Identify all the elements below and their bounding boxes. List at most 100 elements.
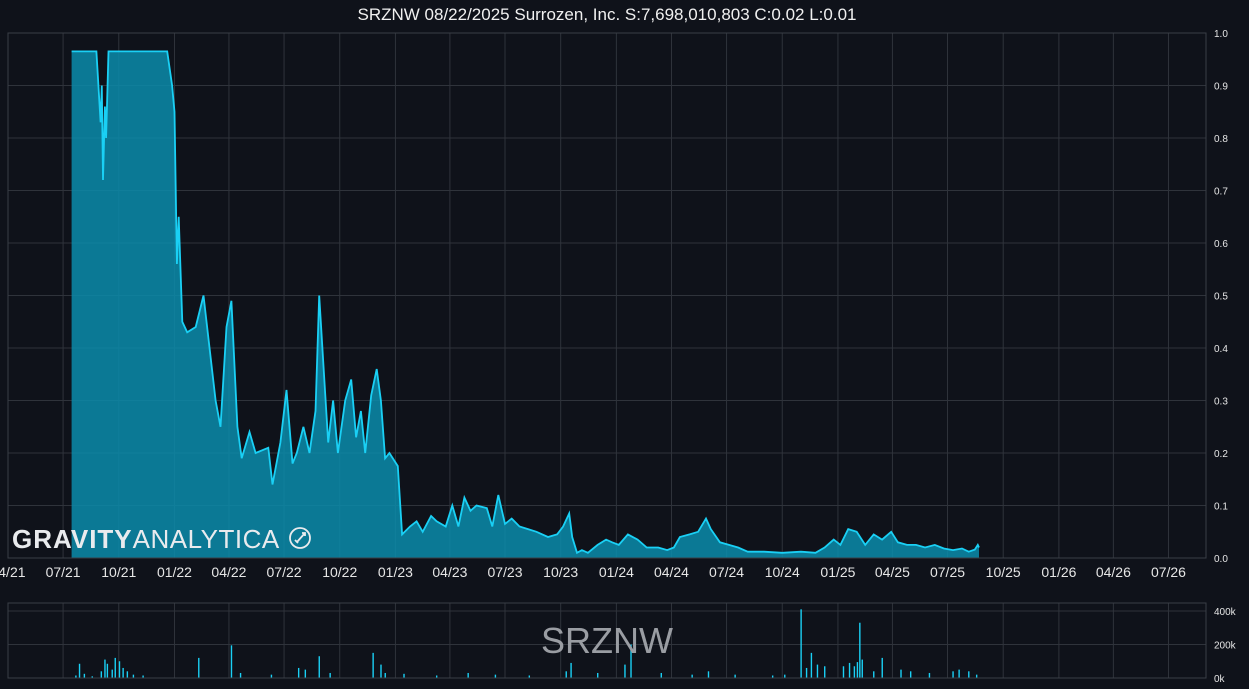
volume-bar — [114, 657, 116, 678]
volume-bar — [372, 652, 374, 678]
volume-bar — [111, 669, 113, 678]
volume-bar — [118, 661, 121, 678]
volume-bar — [805, 667, 808, 678]
volume-bar — [824, 666, 826, 678]
volume-bar — [597, 672, 599, 678]
volume-bar — [435, 675, 438, 678]
chart-title: SRZNW 08/22/2025 Surrozen, Inc. S:7,698,… — [358, 5, 857, 24]
x-tick-label: 10/25 — [986, 564, 1021, 580]
volume-bar — [304, 669, 307, 678]
x-tick-label: 04/24 — [654, 564, 689, 580]
volume-bar — [958, 669, 960, 678]
y-tick-label: 0.8 — [1214, 134, 1228, 145]
volume-bar — [968, 671, 970, 678]
x-tick-label: 07/24 — [709, 564, 744, 580]
y-tick-label: 0.7 — [1214, 187, 1228, 198]
volume-bar — [861, 659, 863, 678]
x-tick-label: 01/24 — [599, 564, 634, 580]
y-tick-label: 0.5 — [1214, 292, 1228, 303]
logo-text-light: ANALYTICA — [133, 524, 280, 554]
volume-bar — [122, 667, 124, 678]
volume-bar — [528, 675, 531, 678]
volume-bar — [570, 662, 572, 678]
volume-bar — [859, 622, 861, 678]
price-panel-frame — [7, 32, 1207, 559]
volume-bar — [784, 674, 786, 678]
volume-bar — [198, 657, 200, 678]
volume-bar — [660, 672, 662, 678]
price-line — [71, 50, 980, 555]
y-tick-label: 0.9 — [1214, 82, 1228, 93]
volume-bar — [91, 676, 93, 678]
volume-bar — [691, 674, 693, 678]
volume-bar — [734, 674, 736, 678]
volume-bar — [403, 673, 405, 678]
y-tick-label: 0.0 — [1214, 554, 1228, 565]
volume-bar — [630, 644, 632, 678]
y-tick-label: 0.1 — [1214, 502, 1228, 513]
volume-bar — [104, 659, 106, 678]
volume-bar — [297, 667, 300, 678]
volume-bar — [800, 609, 802, 678]
volume-bar — [230, 645, 233, 678]
volume-bar — [494, 674, 497, 678]
logo-text-bold: GRAVITY — [12, 524, 133, 554]
volume-panel-frame — [7, 602, 1207, 679]
x-tick-label: 01/25 — [820, 564, 855, 580]
volume-bar — [132, 674, 135, 678]
price-series — [71, 50, 980, 559]
x-tick-label: 04/26 — [1096, 564, 1131, 580]
volume-bar — [856, 662, 859, 678]
x-tick-label: 04/23 — [432, 564, 467, 580]
axis-ticks: 04/21 07/21 10/21 01/22 04/22 07/22 10/22 01/23… — [0, 29, 1237, 685]
volume-bar — [270, 674, 273, 678]
volume-bar — [83, 673, 86, 678]
volume-bar — [384, 672, 386, 678]
y-tick-label: 0.2 — [1214, 449, 1228, 460]
volume-bar — [100, 671, 103, 678]
y-tick-label: 0.6 — [1214, 239, 1228, 250]
x-tick-label: 04/21 — [0, 564, 26, 580]
gravity-analytica-logo: GRAVITYANALYTICA — [12, 524, 311, 554]
volume-bar — [873, 671, 875, 678]
volume-bar — [380, 664, 382, 678]
y-tick-label: 0.4 — [1214, 344, 1228, 355]
x-tick-label: 10/22 — [322, 564, 357, 580]
volume-y-tick-label: 0k — [1214, 674, 1226, 685]
volume-bar — [848, 662, 851, 678]
volume-y-tick-label: 400k — [1214, 607, 1237, 618]
volume-bar — [318, 656, 320, 678]
volume-bar — [928, 672, 931, 678]
x-tick-label: 07/26 — [1151, 564, 1186, 580]
volume-bar — [565, 671, 567, 678]
ticker-watermark: SRZNW — [541, 620, 673, 661]
volume-bar — [75, 675, 77, 678]
volume-bar — [106, 663, 109, 678]
volume-bar — [853, 666, 856, 678]
volume-bar — [816, 664, 819, 678]
x-tick-label: 07/25 — [930, 564, 965, 580]
x-tick-label: 04/22 — [211, 564, 246, 580]
volume-bar — [842, 666, 845, 678]
x-tick-label: 01/23 — [378, 564, 413, 580]
volume-y-tick-label: 200k — [1214, 641, 1237, 652]
x-tick-label: 10/23 — [543, 564, 578, 580]
x-tick-label: 01/26 — [1041, 564, 1076, 580]
y-tick-label: 0.3 — [1214, 397, 1228, 408]
volume-bar — [900, 669, 902, 678]
x-tick-label: 07/23 — [487, 564, 522, 580]
volume-bar — [126, 671, 129, 678]
x-tick-label: 10/24 — [765, 564, 800, 580]
x-tick-label: 01/22 — [157, 564, 192, 580]
volume-bar — [467, 672, 469, 678]
volume-bar — [142, 675, 144, 678]
x-tick-label: 04/25 — [875, 564, 910, 580]
volume-bar — [952, 671, 954, 678]
x-tick-label: 10/21 — [101, 564, 136, 580]
y-tick-label: 1.0 — [1214, 29, 1228, 40]
rocket-icon — [289, 527, 311, 549]
x-tick-label: 07/22 — [267, 564, 302, 580]
svg-text:GRAVITYANALYTICA: GRAVITYANALYTICA — [12, 524, 280, 554]
volume-bar — [329, 672, 331, 678]
